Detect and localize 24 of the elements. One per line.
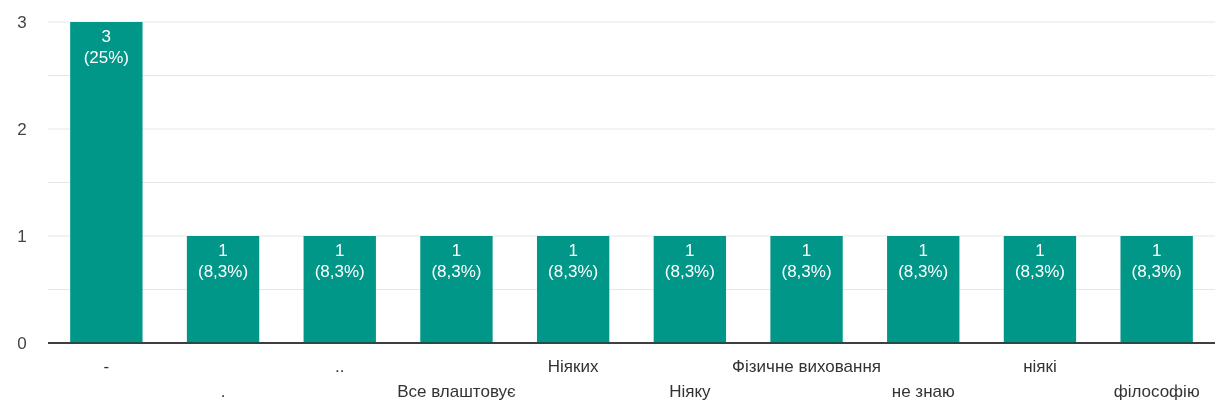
y-tick-label: 0 (17, 333, 27, 353)
x-tick-label: . (220, 382, 226, 401)
data-label: 1 (8,3%) (1131, 241, 1182, 281)
x-tick-label: не знаю (891, 382, 955, 401)
data-label: 1 (8,3%) (548, 241, 599, 281)
y-tick-label: 3 (17, 12, 27, 32)
data-label: 1 (8,3%) (898, 241, 949, 281)
data-label: 1 (8,3%) (431, 241, 482, 281)
data-label: 1 (8,3%) (781, 241, 832, 281)
y-tick-label: 2 (17, 119, 27, 139)
x-tick-label: Все влаштовує (397, 382, 517, 401)
data-label: 1 (8,3%) (198, 241, 249, 281)
data-label: 1 (8,3%) (314, 241, 365, 281)
x-tick-label: .. (335, 357, 345, 376)
data-label: 3 (25%) (83, 27, 130, 67)
data-label: 1 (8,3%) (664, 241, 715, 281)
x-tick-label: філософію (1113, 382, 1200, 401)
x-tick-label: Ніяких (547, 357, 599, 376)
x-tick-label: Фізичне виховання (732, 357, 882, 376)
x-tick-label: Ніяку (669, 382, 712, 401)
data-label: 1 (8,3%) (1014, 241, 1065, 281)
y-tick-label: 1 (17, 226, 27, 246)
x-tick-label: - (103, 357, 110, 376)
x-tick-label: ніякі (1023, 357, 1057, 376)
